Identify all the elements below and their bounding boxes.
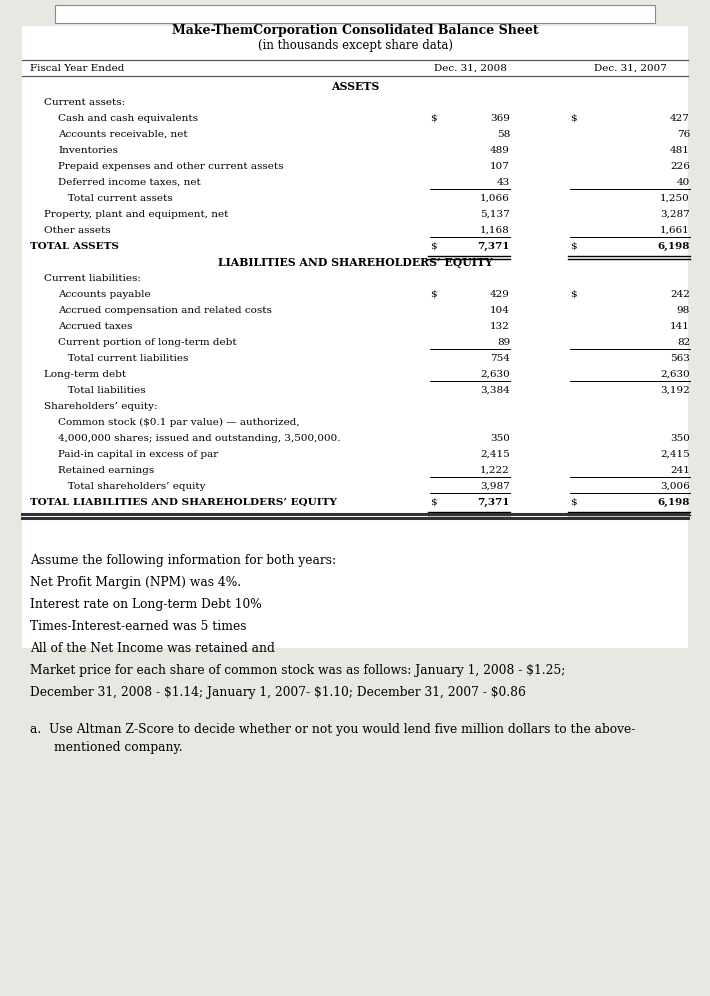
Text: 242: 242: [670, 290, 690, 299]
Text: Assume the following information for both years:: Assume the following information for bot…: [30, 554, 336, 567]
Text: 241: 241: [670, 465, 690, 474]
Text: 40: 40: [677, 177, 690, 186]
Text: Times-Interest-earned was 5 times: Times-Interest-earned was 5 times: [30, 620, 246, 633]
Text: 1,168: 1,168: [480, 225, 510, 234]
Text: 481: 481: [670, 145, 690, 154]
Text: mentioned company.: mentioned company.: [54, 741, 182, 754]
Text: 107: 107: [490, 161, 510, 170]
Bar: [55, 5, 655, 23]
Text: Total liabilities: Total liabilities: [58, 385, 146, 394]
Text: 82: 82: [677, 338, 690, 347]
Text: a.  Use Altman Z-Score to decide whether or not you would lend five million doll: a. Use Altman Z-Score to decide whether …: [30, 723, 635, 736]
Text: Property, plant and equipment, net: Property, plant and equipment, net: [44, 209, 229, 218]
Text: 58: 58: [497, 129, 510, 138]
Text: Accrued taxes: Accrued taxes: [58, 322, 132, 331]
Text: 6,198: 6,198: [657, 497, 690, 507]
Text: Total current liabilities: Total current liabilities: [58, 354, 188, 363]
Text: Net Profit Margin (NPM) was 4%.: Net Profit Margin (NPM) was 4%.: [30, 576, 241, 589]
Text: 7,371: 7,371: [478, 241, 510, 251]
Text: 4,000,000 shares; issued and outstanding, 3,500,000.: 4,000,000 shares; issued and outstanding…: [58, 433, 341, 442]
Text: 563: 563: [670, 354, 690, 363]
Bar: [22, 26, 688, 648]
Text: 132: 132: [490, 322, 510, 331]
Text: Total shareholders’ equity: Total shareholders’ equity: [58, 481, 205, 490]
Text: $: $: [430, 497, 437, 507]
Text: Total current assets: Total current assets: [58, 193, 173, 202]
Text: Deferred income taxes, net: Deferred income taxes, net: [58, 177, 201, 186]
Text: Cash and cash equivalents: Cash and cash equivalents: [58, 114, 198, 123]
Text: Paid-in capital in excess of par: Paid-in capital in excess of par: [58, 449, 218, 458]
Text: LIABILITIES AND SHAREHOLDERS’ EQUITY: LIABILITIES AND SHAREHOLDERS’ EQUITY: [218, 257, 492, 268]
Text: Other assets: Other assets: [44, 225, 111, 234]
Text: 3,006: 3,006: [660, 481, 690, 490]
Text: 754: 754: [490, 354, 510, 363]
Text: 489: 489: [490, 145, 510, 154]
Text: Market price for each share of common stock was as follows: January 1, 2008 - $1: Market price for each share of common st…: [30, 664, 565, 677]
Text: $: $: [570, 497, 577, 507]
Text: Current assets:: Current assets:: [44, 98, 125, 107]
Text: 350: 350: [490, 433, 510, 442]
Text: 1,066: 1,066: [480, 193, 510, 202]
Text: 3,287: 3,287: [660, 209, 690, 218]
Text: Inventories: Inventories: [58, 145, 118, 154]
Text: Retained earnings: Retained earnings: [58, 465, 154, 474]
Text: 1,661: 1,661: [660, 225, 690, 234]
Text: Dec. 31, 2007: Dec. 31, 2007: [594, 64, 667, 73]
Text: Accrued compensation and related costs: Accrued compensation and related costs: [58, 306, 272, 315]
Text: Interest rate on Long-term Debt 10%: Interest rate on Long-term Debt 10%: [30, 598, 262, 611]
Text: $: $: [570, 114, 577, 123]
Text: $: $: [570, 290, 577, 299]
Text: 7,371: 7,371: [478, 497, 510, 507]
Text: 141: 141: [670, 322, 690, 331]
Text: 89: 89: [497, 338, 510, 347]
Text: 6,198: 6,198: [657, 241, 690, 251]
Text: 3,987: 3,987: [480, 481, 510, 490]
Text: 3,384: 3,384: [480, 385, 510, 394]
Text: 3,192: 3,192: [660, 385, 690, 394]
Text: 43: 43: [497, 177, 510, 186]
Text: ASSETS: ASSETS: [331, 81, 379, 92]
Text: 5,137: 5,137: [480, 209, 510, 218]
Text: December 31, 2008 - $1.14; January 1, 2007- $1.10; December 31, 2007 - $0.86: December 31, 2008 - $1.14; January 1, 20…: [30, 686, 526, 699]
Text: 98: 98: [677, 306, 690, 315]
Text: Fiscal Year Ended: Fiscal Year Ended: [30, 64, 124, 73]
Text: Make-ThemCorporation Consolidated Balance Sheet: Make-ThemCorporation Consolidated Balanc…: [172, 24, 538, 37]
Text: 226: 226: [670, 161, 690, 170]
Text: Current liabilities:: Current liabilities:: [44, 274, 141, 283]
Text: 104: 104: [490, 306, 510, 315]
Text: 427: 427: [670, 114, 690, 123]
Text: TOTAL LIABILITIES AND SHAREHOLDERS’ EQUITY: TOTAL LIABILITIES AND SHAREHOLDERS’ EQUI…: [30, 497, 337, 507]
Text: 2,630: 2,630: [660, 370, 690, 378]
Text: TOTAL ASSETS: TOTAL ASSETS: [30, 241, 119, 251]
Text: Accounts payable: Accounts payable: [58, 290, 151, 299]
Text: 1,250: 1,250: [660, 193, 690, 202]
Text: Current portion of long-term debt: Current portion of long-term debt: [58, 338, 236, 347]
Text: 1,222: 1,222: [480, 465, 510, 474]
Text: Long-term debt: Long-term debt: [44, 370, 126, 378]
Text: $: $: [430, 241, 437, 251]
Text: 2,415: 2,415: [480, 449, 510, 458]
Text: Accounts receivable, net: Accounts receivable, net: [58, 129, 187, 138]
Text: 2,415: 2,415: [660, 449, 690, 458]
Text: 369: 369: [490, 114, 510, 123]
Text: (in thousands except share data): (in thousands except share data): [258, 39, 452, 52]
Text: 429: 429: [490, 290, 510, 299]
Text: 2,630: 2,630: [480, 370, 510, 378]
Text: Common stock ($0.1 par value) — authorized,: Common stock ($0.1 par value) — authoriz…: [58, 417, 300, 426]
Text: Shareholders’ equity:: Shareholders’ equity:: [44, 401, 158, 410]
Text: Dec. 31, 2008: Dec. 31, 2008: [434, 64, 506, 73]
Text: $: $: [430, 114, 437, 123]
Text: All of the Net Income was retained and: All of the Net Income was retained and: [30, 642, 275, 655]
Text: $: $: [430, 290, 437, 299]
Text: Prepaid expenses and other current assets: Prepaid expenses and other current asset…: [58, 161, 283, 170]
Text: $: $: [570, 241, 577, 251]
Text: 350: 350: [670, 433, 690, 442]
Text: 76: 76: [677, 129, 690, 138]
